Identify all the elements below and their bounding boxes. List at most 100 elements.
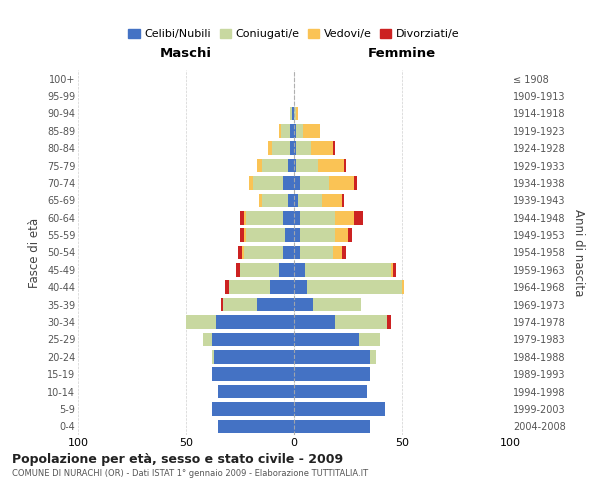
Bar: [333, 142, 335, 155]
Bar: [348, 228, 352, 242]
Text: Maschi: Maschi: [160, 46, 212, 60]
Bar: [301, 246, 333, 260]
Bar: [294, 176, 301, 190]
Bar: [333, 246, 341, 260]
Bar: [294, 350, 370, 364]
Bar: [221, 298, 223, 312]
Bar: [240, 211, 244, 224]
Bar: [294, 385, 367, 398]
Bar: [286, 228, 294, 242]
Bar: [294, 106, 296, 120]
Bar: [335, 211, 355, 224]
Bar: [294, 315, 335, 329]
Bar: [257, 298, 294, 312]
Bar: [283, 176, 294, 190]
Bar: [244, 246, 283, 260]
Bar: [355, 176, 356, 190]
Bar: [270, 280, 294, 294]
Bar: [238, 246, 242, 260]
Bar: [294, 211, 301, 224]
Bar: [236, 263, 240, 276]
Bar: [294, 246, 301, 260]
Bar: [292, 106, 294, 120]
Bar: [242, 246, 244, 260]
Bar: [313, 298, 361, 312]
Bar: [248, 176, 253, 190]
Bar: [294, 402, 385, 415]
Bar: [268, 142, 272, 155]
Bar: [247, 211, 283, 224]
Bar: [186, 315, 216, 329]
Bar: [218, 385, 294, 398]
Bar: [262, 159, 287, 172]
Bar: [322, 194, 341, 207]
Bar: [244, 211, 247, 224]
Bar: [279, 263, 294, 276]
Bar: [294, 298, 313, 312]
Bar: [257, 159, 262, 172]
Bar: [283, 211, 294, 224]
Bar: [294, 263, 305, 276]
Bar: [294, 368, 370, 381]
Bar: [244, 228, 247, 242]
Bar: [307, 280, 402, 294]
Bar: [212, 402, 294, 415]
Bar: [298, 194, 322, 207]
Bar: [296, 106, 298, 120]
Bar: [262, 194, 287, 207]
Text: COMUNE DI NURACHI (OR) - Dati ISTAT 1° gennaio 2009 - Elaborazione TUTTITALIA.IT: COMUNE DI NURACHI (OR) - Dati ISTAT 1° g…: [12, 469, 368, 478]
Bar: [344, 159, 346, 172]
Bar: [402, 280, 404, 294]
Bar: [294, 124, 296, 138]
Bar: [296, 159, 318, 172]
Bar: [318, 159, 344, 172]
Bar: [214, 350, 294, 364]
Bar: [370, 350, 376, 364]
Bar: [394, 263, 395, 276]
Bar: [203, 332, 212, 346]
Bar: [290, 124, 294, 138]
Bar: [296, 142, 311, 155]
Bar: [387, 315, 391, 329]
Bar: [301, 176, 329, 190]
Bar: [294, 194, 298, 207]
Y-axis label: Fasce di età: Fasce di età: [28, 218, 41, 288]
Bar: [240, 228, 244, 242]
Bar: [294, 420, 370, 433]
Bar: [341, 246, 346, 260]
Bar: [341, 194, 344, 207]
Bar: [272, 142, 290, 155]
Bar: [335, 315, 387, 329]
Bar: [216, 315, 294, 329]
Bar: [302, 124, 320, 138]
Bar: [287, 194, 294, 207]
Bar: [335, 228, 348, 242]
Bar: [294, 142, 296, 155]
Bar: [329, 176, 355, 190]
Bar: [294, 332, 359, 346]
Bar: [294, 159, 296, 172]
Bar: [253, 176, 283, 190]
Bar: [259, 194, 262, 207]
Bar: [287, 159, 294, 172]
Text: Popolazione per età, sesso e stato civile - 2009: Popolazione per età, sesso e stato civil…: [12, 452, 343, 466]
Bar: [247, 228, 286, 242]
Bar: [311, 142, 333, 155]
Bar: [296, 124, 302, 138]
Bar: [240, 263, 279, 276]
Legend: Celibi/Nubili, Coniugati/e, Vedovi/e, Divorziati/e: Celibi/Nubili, Coniugati/e, Vedovi/e, Di…: [124, 24, 464, 44]
Bar: [290, 106, 292, 120]
Bar: [212, 350, 214, 364]
Bar: [359, 332, 380, 346]
Bar: [294, 228, 301, 242]
Bar: [355, 211, 363, 224]
Bar: [223, 298, 257, 312]
Y-axis label: Anni di nascita: Anni di nascita: [572, 209, 585, 296]
Bar: [281, 124, 290, 138]
Bar: [391, 263, 394, 276]
Bar: [218, 420, 294, 433]
Bar: [294, 280, 307, 294]
Bar: [212, 368, 294, 381]
Bar: [301, 211, 335, 224]
Bar: [301, 228, 335, 242]
